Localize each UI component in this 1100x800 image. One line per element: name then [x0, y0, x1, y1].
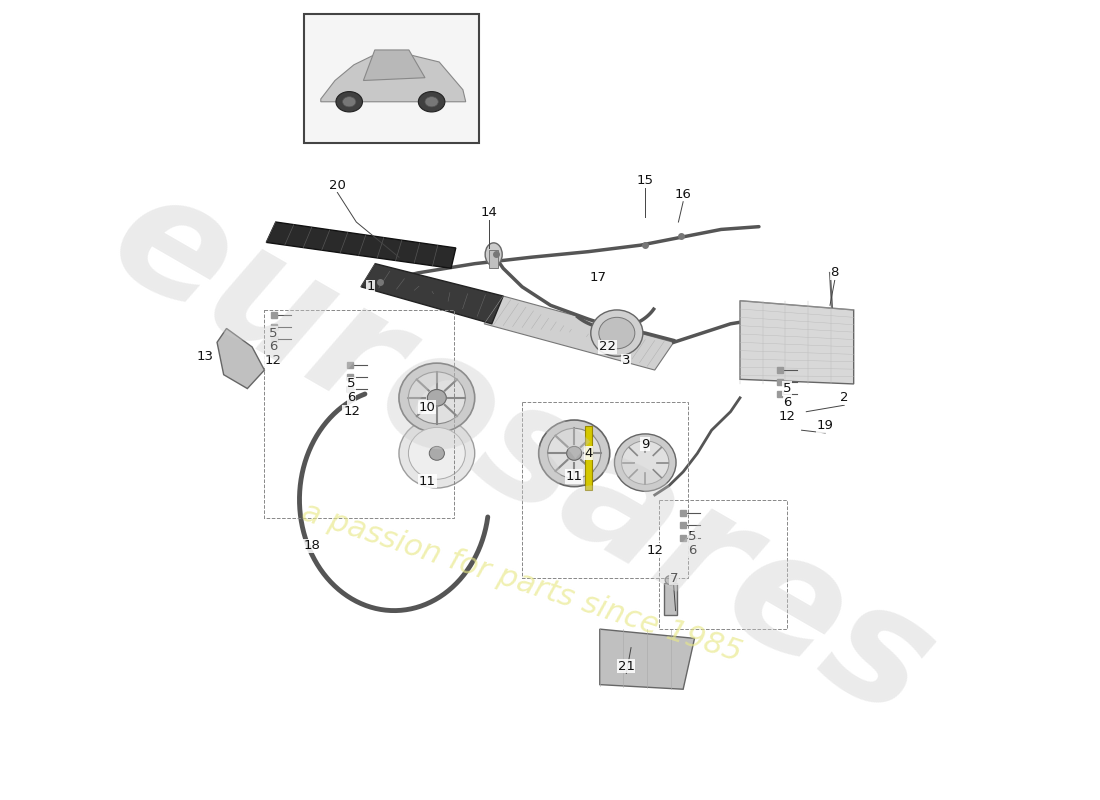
Text: 1: 1	[366, 280, 375, 294]
Text: 6: 6	[783, 396, 792, 409]
Text: 13: 13	[196, 350, 213, 362]
Ellipse shape	[428, 390, 447, 406]
Ellipse shape	[548, 428, 601, 478]
Polygon shape	[484, 296, 673, 370]
Polygon shape	[266, 222, 455, 268]
Bar	[584, 426, 592, 490]
Polygon shape	[321, 53, 465, 102]
Text: 10: 10	[419, 401, 436, 414]
Ellipse shape	[408, 427, 465, 479]
Text: 16: 16	[674, 188, 692, 201]
Polygon shape	[361, 264, 503, 324]
Polygon shape	[600, 629, 694, 690]
Ellipse shape	[615, 434, 676, 491]
Ellipse shape	[566, 446, 582, 460]
Bar	[522, 402, 688, 578]
Ellipse shape	[621, 441, 669, 484]
Text: 19: 19	[817, 419, 834, 432]
Text: 14: 14	[481, 206, 497, 219]
Text: 6: 6	[348, 391, 355, 404]
Ellipse shape	[425, 97, 438, 107]
Text: 12: 12	[264, 354, 282, 367]
Polygon shape	[363, 50, 425, 81]
Text: 12: 12	[646, 544, 663, 557]
Text: eurosares: eurosares	[85, 154, 959, 752]
Text: 18: 18	[304, 539, 320, 552]
Ellipse shape	[429, 446, 444, 460]
Ellipse shape	[408, 372, 465, 424]
Bar	[305, 14, 480, 143]
Text: 21: 21	[618, 660, 635, 673]
Text: 8: 8	[830, 266, 839, 279]
Text: 22: 22	[598, 341, 616, 354]
Ellipse shape	[418, 91, 444, 112]
Text: 5: 5	[783, 382, 792, 395]
Text: 6: 6	[689, 544, 696, 557]
Ellipse shape	[399, 363, 475, 433]
Text: 11: 11	[419, 474, 436, 487]
Bar	[264, 310, 454, 518]
Text: 9: 9	[641, 438, 649, 450]
Polygon shape	[740, 301, 854, 384]
Text: 3: 3	[623, 354, 630, 367]
Ellipse shape	[539, 420, 609, 486]
Text: 5: 5	[348, 378, 355, 390]
Text: 5: 5	[268, 326, 277, 339]
Ellipse shape	[598, 318, 635, 349]
Bar	[660, 499, 788, 629]
Ellipse shape	[666, 575, 676, 585]
Bar	[664, 583, 678, 615]
Text: 4: 4	[584, 447, 593, 460]
Text: 12: 12	[343, 405, 360, 418]
Text: a passion for parts since 1985: a passion for parts since 1985	[298, 498, 746, 668]
Text: 17: 17	[590, 271, 606, 284]
Text: 6: 6	[268, 341, 277, 354]
Ellipse shape	[399, 418, 475, 488]
Text: 12: 12	[779, 410, 796, 423]
Text: 11: 11	[565, 470, 583, 483]
Text: 20: 20	[329, 178, 345, 191]
Text: 7: 7	[670, 572, 678, 585]
Ellipse shape	[485, 243, 503, 266]
Ellipse shape	[591, 310, 642, 356]
Text: 2: 2	[840, 391, 848, 404]
Polygon shape	[217, 329, 264, 389]
Text: 15: 15	[637, 174, 653, 187]
Text: 5: 5	[689, 530, 697, 543]
Bar	[488, 250, 498, 268]
Ellipse shape	[336, 91, 363, 112]
Ellipse shape	[342, 97, 355, 107]
